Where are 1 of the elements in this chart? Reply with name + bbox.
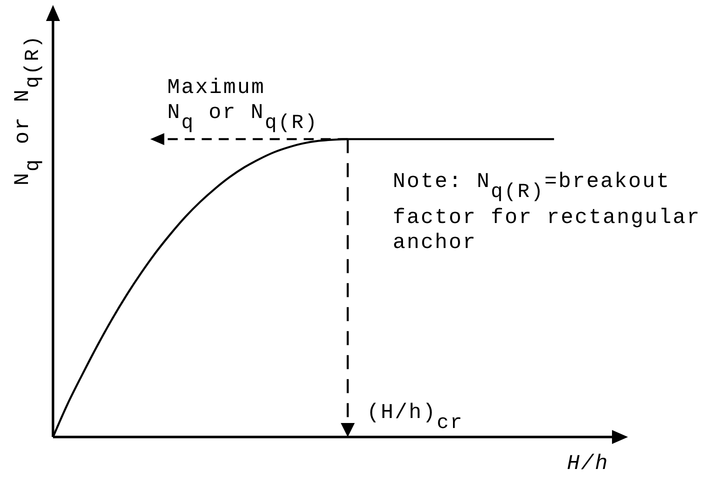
x-axis-title: H/h — [567, 453, 610, 476]
